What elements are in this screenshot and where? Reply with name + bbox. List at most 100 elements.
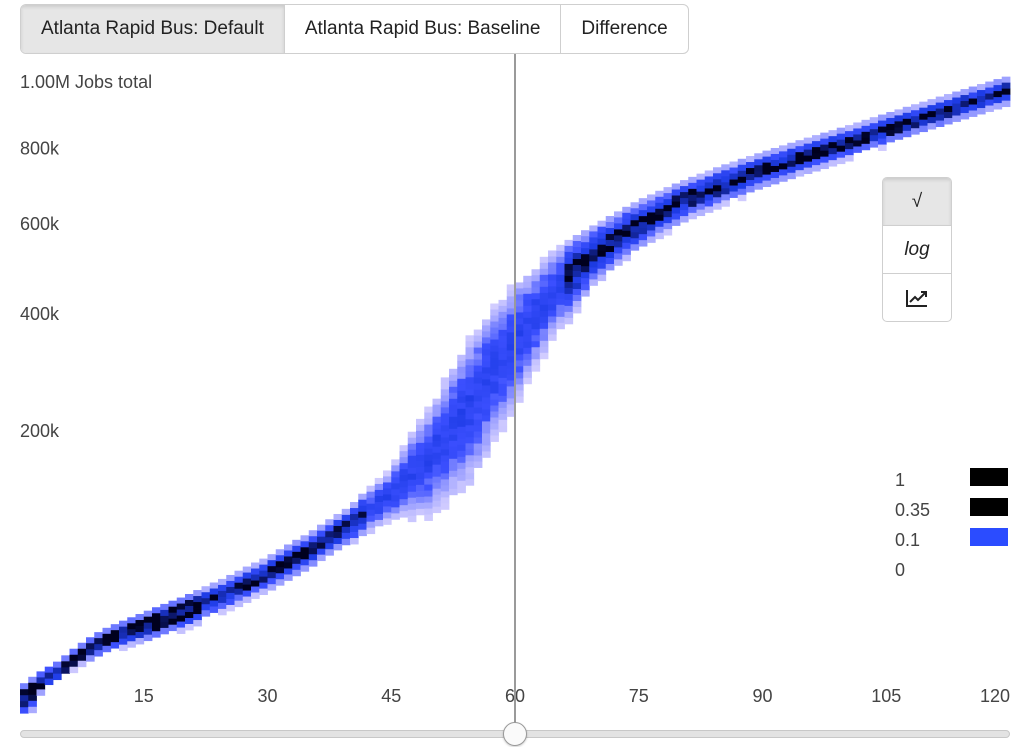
- heatmap-cell: [589, 249, 598, 256]
- heatmap-cell: [482, 361, 491, 368]
- heatmap-cell: [638, 210, 648, 217]
- heatmap-cell: [482, 373, 491, 380]
- heatmap-cell: [779, 175, 788, 182]
- heatmap-cell: [1001, 76, 1011, 84]
- heatmap-cell: [407, 431, 417, 439]
- heatmap-cell: [69, 654, 79, 662]
- heatmap-cell: [465, 335, 475, 342]
- heatmap-cell: [564, 257, 574, 265]
- heatmap-cell: [531, 287, 541, 294]
- heatmap-cell: [465, 425, 475, 432]
- time-slider-handle[interactable]: [503, 722, 527, 746]
- heatmap-cell: [539, 304, 549, 312]
- y-tick-label: 200k: [20, 421, 60, 441]
- heatmap-cell: [581, 254, 590, 261]
- heatmap-cell: [845, 125, 854, 132]
- heatmap-cell: [234, 582, 244, 590]
- linear-scale-button[interactable]: [883, 274, 951, 321]
- sqrt-scale-button[interactable]: √: [883, 178, 951, 226]
- log-scale-button[interactable]: log: [883, 226, 951, 274]
- heatmap-cell: [440, 479, 450, 486]
- heatmap-cell: [515, 348, 524, 355]
- heatmap-cell: [647, 230, 656, 237]
- heatmap-cell: [176, 609, 186, 616]
- heatmap-cell: [993, 85, 1003, 92]
- heatmap-cell: [680, 192, 689, 199]
- heatmap-cell: [449, 428, 458, 436]
- heatmap-cell: [407, 443, 417, 451]
- heatmap-cell: [787, 142, 796, 150]
- heatmap-cell: [944, 106, 953, 113]
- heatmap-cell: [284, 574, 293, 581]
- heatmap-cell: [713, 191, 722, 198]
- heatmap-cell: [473, 437, 483, 444]
- heatmap-cell: [515, 390, 524, 397]
- heatmap-cell: [317, 554, 326, 562]
- heatmap-cell: [762, 150, 772, 158]
- heatmap-cell: [828, 160, 838, 167]
- heatmap-cell: [69, 666, 79, 674]
- heatmap-cell: [911, 110, 920, 117]
- heatmap-cell: [465, 431, 475, 438]
- heatmap-cell: [300, 547, 310, 554]
- heatmap-cell: [416, 418, 425, 426]
- heatmap-cell: [556, 280, 565, 288]
- heatmap-cell: [878, 144, 887, 151]
- heatmap-cell: [671, 189, 681, 196]
- heatmap-cell: [482, 433, 491, 440]
- heatmap-cell: [977, 108, 986, 115]
- heatmap-cell: [490, 423, 499, 430]
- heatmap-cell: [746, 156, 755, 163]
- tab-atlanta-rapid-bus-default[interactable]: Atlanta Rapid Bus: Default: [21, 5, 285, 53]
- heatmap-cell: [449, 368, 458, 376]
- heatmap-cell: [449, 440, 458, 448]
- heatmap-cell: [457, 360, 466, 368]
- heatmap-cell: [143, 622, 153, 630]
- tab-atlanta-rapid-bus-baseline[interactable]: Atlanta Rapid Bus: Baseline: [285, 5, 562, 53]
- heatmap-cell: [820, 156, 829, 164]
- heatmap-cell: [473, 413, 483, 420]
- heatmap-cell: [845, 149, 854, 156]
- heatmap-cell: [597, 250, 607, 258]
- heatmap-cell: [663, 217, 673, 224]
- heatmap-cell: [424, 490, 433, 497]
- y-axis: 1.00M Jobs total 200k 400k 600k 800k: [20, 72, 152, 441]
- heatmap-cell: [317, 548, 326, 556]
- heatmap-cell: [515, 288, 524, 295]
- y-tick-label: 400k: [20, 304, 60, 324]
- heatmap-cell: [845, 137, 854, 144]
- heatmap-cell: [523, 335, 532, 343]
- heatmap-cell: [589, 255, 598, 262]
- heatmap-cell: [185, 606, 194, 613]
- heatmap-cell: [655, 214, 664, 222]
- heatmap-cell: [366, 515, 376, 523]
- heatmap-cell: [482, 415, 491, 422]
- heatmap-cell: [869, 141, 879, 148]
- heatmap-cell: [218, 602, 227, 610]
- heatmap-cell: [498, 383, 508, 391]
- heatmap-cell: [960, 113, 970, 120]
- heatmap-cell: [531, 365, 541, 372]
- heatmap-cell: [531, 311, 541, 318]
- tab-difference[interactable]: Difference: [581, 18, 668, 39]
- heatmap-cell: [482, 325, 491, 332]
- heatmap-cell: [548, 310, 557, 317]
- heatmap-cell: [671, 219, 681, 226]
- heatmap-cell: [647, 212, 656, 219]
- heatmap-cell: [729, 167, 739, 174]
- legend-label: 0.1: [895, 530, 920, 550]
- heatmap-cell: [622, 230, 631, 238]
- heatmap-cell: [341, 514, 351, 522]
- heatmap-cell: [498, 323, 508, 331]
- heatmap-cell: [523, 281, 532, 289]
- heatmap-cell: [259, 582, 268, 590]
- x-tick-label: 75: [629, 686, 649, 706]
- heatmap-cell: [993, 91, 1003, 98]
- heatmap-cell: [812, 147, 821, 154]
- heatmap-cell: [226, 586, 235, 594]
- heatmap-cell: [696, 197, 706, 205]
- heatmap-cell: [416, 484, 425, 492]
- heatmap-cell: [671, 195, 681, 202]
- heatmap-cell: [531, 329, 541, 336]
- heatmap-cell: [671, 183, 681, 190]
